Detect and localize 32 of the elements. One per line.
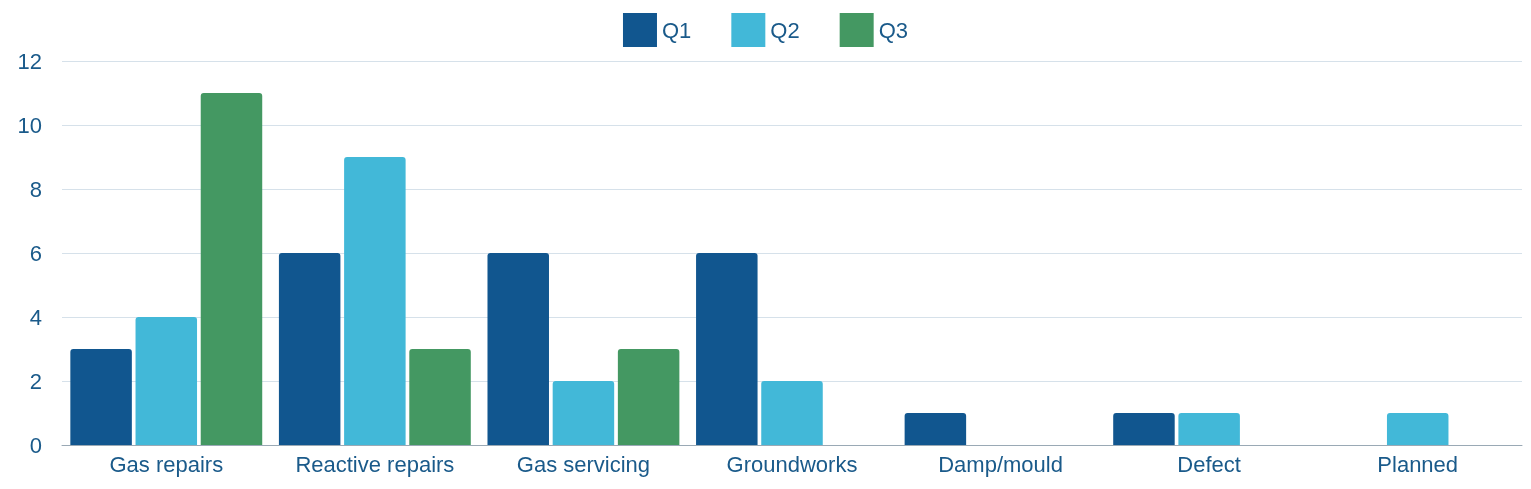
bar xyxy=(696,253,758,445)
bar xyxy=(1113,413,1175,445)
x-tick-label: Gas servicing xyxy=(516,451,651,477)
x-tick-label: Defect xyxy=(1177,451,1241,477)
y-tick-label: 8 xyxy=(29,176,42,202)
x-tick-label: Planned xyxy=(1377,451,1459,477)
bar xyxy=(1386,413,1449,445)
bar xyxy=(904,413,967,445)
bar xyxy=(552,381,615,445)
y-tick-label: 12 xyxy=(17,48,42,74)
bar xyxy=(487,253,549,445)
y-tick-label: 10 xyxy=(17,112,42,138)
bar xyxy=(344,157,406,445)
bar xyxy=(409,349,471,445)
y-tick-label: 2 xyxy=(29,368,42,394)
x-tick-label: Groundworks xyxy=(726,451,858,477)
x-tick-label: Gas repairs xyxy=(109,451,224,477)
bar xyxy=(1178,413,1240,445)
y-tick-label: 4 xyxy=(29,304,42,330)
x-tick-label: Reactive repairs xyxy=(295,451,455,477)
y-tick-label: 6 xyxy=(29,240,42,266)
legend-label: Q2 xyxy=(770,17,800,43)
bar xyxy=(200,93,263,445)
bar xyxy=(278,253,341,445)
legend-label: Q1 xyxy=(661,17,692,43)
x-tick-label: Damp/mould xyxy=(938,451,1063,477)
y-tick-label: 0 xyxy=(29,432,42,458)
bar xyxy=(761,381,823,445)
bar xyxy=(617,349,680,445)
bar xyxy=(70,349,132,445)
legend-label: Q3 xyxy=(878,17,909,43)
bar xyxy=(135,317,198,445)
